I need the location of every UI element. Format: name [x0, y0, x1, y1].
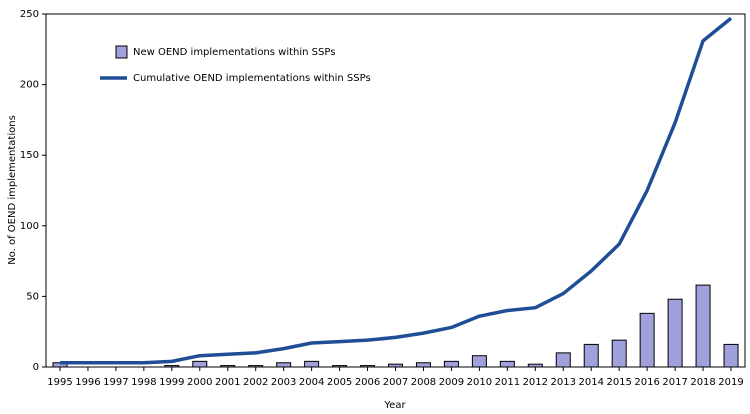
bar	[499, 360, 515, 368]
y-tick-label: 150	[20, 150, 39, 161]
x-tick-label: 2016	[634, 377, 659, 388]
bar	[220, 365, 236, 368]
bar	[471, 355, 487, 368]
bar	[276, 362, 292, 368]
y-tick-label: 200	[20, 80, 39, 91]
x-tick-label: 1999	[159, 377, 184, 388]
x-tick-label: 2002	[243, 377, 268, 388]
y-tick-label: 50	[26, 291, 39, 302]
bar	[443, 360, 459, 368]
x-tick-label: 2017	[662, 377, 687, 388]
bar	[583, 343, 599, 368]
x-tick-label: 2006	[355, 377, 380, 388]
x-tick-label: 2008	[411, 377, 436, 388]
x-tick-label: 2014	[578, 377, 603, 388]
bar	[164, 365, 180, 368]
bar	[611, 339, 627, 368]
x-tick-label: 2004	[299, 377, 324, 388]
bar	[555, 352, 571, 368]
x-axis-label: Year	[383, 400, 406, 411]
bar	[304, 360, 320, 368]
bar	[360, 365, 376, 368]
legend-label: Cumulative OEND implementations within S…	[133, 73, 371, 84]
y-tick-label: 250	[20, 9, 39, 20]
x-tick-label: 2009	[439, 377, 464, 388]
x-tick-label: 1997	[103, 377, 128, 388]
x-tick-label: 2007	[383, 377, 408, 388]
x-tick-label: 2012	[523, 377, 548, 388]
bar	[388, 363, 403, 368]
bar	[192, 360, 208, 368]
x-tick-label: 2003	[271, 377, 296, 388]
x-tick-label: 2000	[187, 377, 212, 388]
legend-swatch	[115, 45, 128, 59]
bar	[332, 365, 348, 368]
bar	[415, 362, 431, 368]
x-tick-label: 2018	[690, 377, 715, 388]
x-tick-label: 1998	[131, 377, 156, 388]
bar	[667, 298, 683, 368]
bar	[695, 284, 711, 368]
y-tick-label: 0	[33, 362, 39, 373]
legend-label: New OEND implementations within SSPs	[133, 47, 335, 58]
x-tick-label: 2019	[718, 377, 743, 388]
x-tick-label: 2005	[327, 377, 352, 388]
x-tick-label: 2015	[606, 377, 631, 388]
x-tick-label: 2011	[495, 377, 520, 388]
x-tick-label: 1996	[75, 377, 100, 388]
x-tick-label: 1995	[47, 377, 72, 388]
y-tick-label: 100	[20, 221, 39, 232]
bar	[639, 312, 655, 368]
x-tick-label: 2013	[551, 377, 576, 388]
y-axis-label: No. of OEND implementations	[7, 115, 18, 265]
bar	[723, 343, 739, 368]
bar	[527, 363, 543, 368]
bar	[248, 365, 264, 368]
line	[59, 16, 733, 365]
x-tick-label: 2010	[467, 377, 492, 388]
x-tick-label: 2001	[215, 377, 240, 388]
